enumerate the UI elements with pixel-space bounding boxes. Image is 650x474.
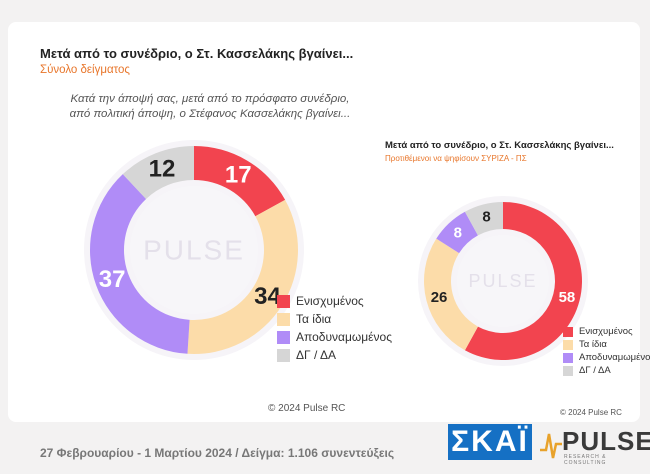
legend-label: Ενισχυμένος (579, 326, 633, 337)
legend-item: Τα ίδια (563, 339, 650, 350)
donut-slice-4 (122, 146, 194, 199)
watermark: PULSE (468, 271, 537, 291)
legend-swatch (563, 326, 573, 337)
donut-slice-2 (187, 199, 298, 355)
data-label-2: 34 (254, 283, 281, 310)
legend-item: Αποδυναμωμένος (277, 330, 392, 344)
donut-chart-syriza: 58 26 8 8 PULSE (418, 196, 588, 366)
legend-swatch (277, 348, 290, 362)
donut-slice-2 (424, 238, 478, 351)
legend-swatch (277, 330, 290, 344)
chart-title-syriza: Μετά από το συνέδριο, ο Στ. Κασσελάκης β… (385, 140, 614, 151)
chart-title-total: Μετά από το συνέδριο, ο Στ. Κασσελάκης β… (40, 46, 354, 61)
donut-center (130, 186, 258, 314)
legend-swatch (563, 365, 573, 376)
donut-slice-4 (464, 202, 503, 236)
legend-item: Αποδυναμωμένος (563, 352, 650, 363)
survey-question-line-1: Κατά την άποψή σας, μετά από το πρόσφατο… (70, 93, 350, 105)
donut-slice-3 (436, 211, 478, 254)
legend-item: Τα ίδια (277, 312, 392, 326)
legend-label: Ενισχυμένος (296, 294, 364, 308)
watermark: PULSE (143, 235, 245, 266)
pulse-logo-word: PULSE (562, 426, 650, 456)
legend-label: ΔΓ / ΔΑ (579, 365, 611, 376)
chart-subtitle-total: Σύνολο δείγματος (40, 64, 130, 76)
survey-question-line-2: από πολιτική άποψη, ο Στέφανος Κασσελάκη… (69, 108, 351, 120)
legend-swatch (563, 352, 573, 363)
legend-label: ΔΓ / ΔΑ (296, 348, 336, 362)
chart-subtitle-syriza: Προτιθέμενοι να ψηφίσουν ΣΥΡΙΖΑ - ΠΣ (385, 154, 527, 163)
data-label-1: 17 (225, 162, 252, 189)
survey-question: Κατά την άποψή σας, μετά από το πρόσφατο… (60, 92, 360, 122)
skai-logo: ΣΚΑΪ (448, 424, 532, 460)
copyright-syriza: © 2024 Pulse RC (560, 408, 622, 417)
legend-label: Αποδυναμωμένος (579, 352, 650, 363)
legend-label: Αποδυναμωμένος (296, 330, 392, 344)
data-label-4: 8 (482, 209, 490, 226)
legend-label: Τα ίδια (296, 312, 332, 326)
legend-item: Ενισχυμένος (277, 294, 392, 308)
pulse-logo: PULSE RESEARCH & CONSULTING (540, 424, 650, 466)
legend-label: Τα ίδια (579, 339, 607, 350)
donut-chart-total: 17 34 37 12 PULSE (84, 140, 304, 360)
legend-total: Ενισχυμένος Τα ίδια Αποδυναμωμένος ΔΓ / ΔΑ (277, 294, 392, 366)
data-label-1: 58 (559, 289, 576, 306)
data-label-4: 12 (149, 156, 176, 183)
legend-swatch (277, 312, 290, 326)
data-label-3: 37 (99, 266, 126, 293)
legend-swatch (563, 339, 573, 350)
pulse-logo-tagline: RESEARCH & CONSULTING (564, 454, 607, 466)
survey-footer: 27 Φεβρουαρίου - 1 Μαρτίου 2024 / Δείγμα… (40, 446, 395, 460)
pulse-wave-icon (540, 433, 562, 459)
donut-slice-3 (89, 174, 190, 354)
data-label-3: 8 (454, 224, 462, 241)
data-label-2: 26 (431, 289, 448, 306)
legend-item: ΔΓ / ΔΑ (563, 365, 650, 376)
copyright-total: © 2024 Pulse RC (268, 403, 346, 414)
legend-swatch (277, 294, 290, 308)
donut-slice-1 (194, 146, 286, 217)
legend-item: Ενισχυμένος (563, 326, 650, 337)
donut-center (457, 235, 549, 327)
donut-slice-1 (464, 202, 582, 360)
legend-syriza: Ενισχυμένος Τα ίδια Αποδυναμωμένος ΔΓ / ΔΑ (563, 326, 650, 378)
legend-item: ΔΓ / ΔΑ (277, 348, 392, 362)
